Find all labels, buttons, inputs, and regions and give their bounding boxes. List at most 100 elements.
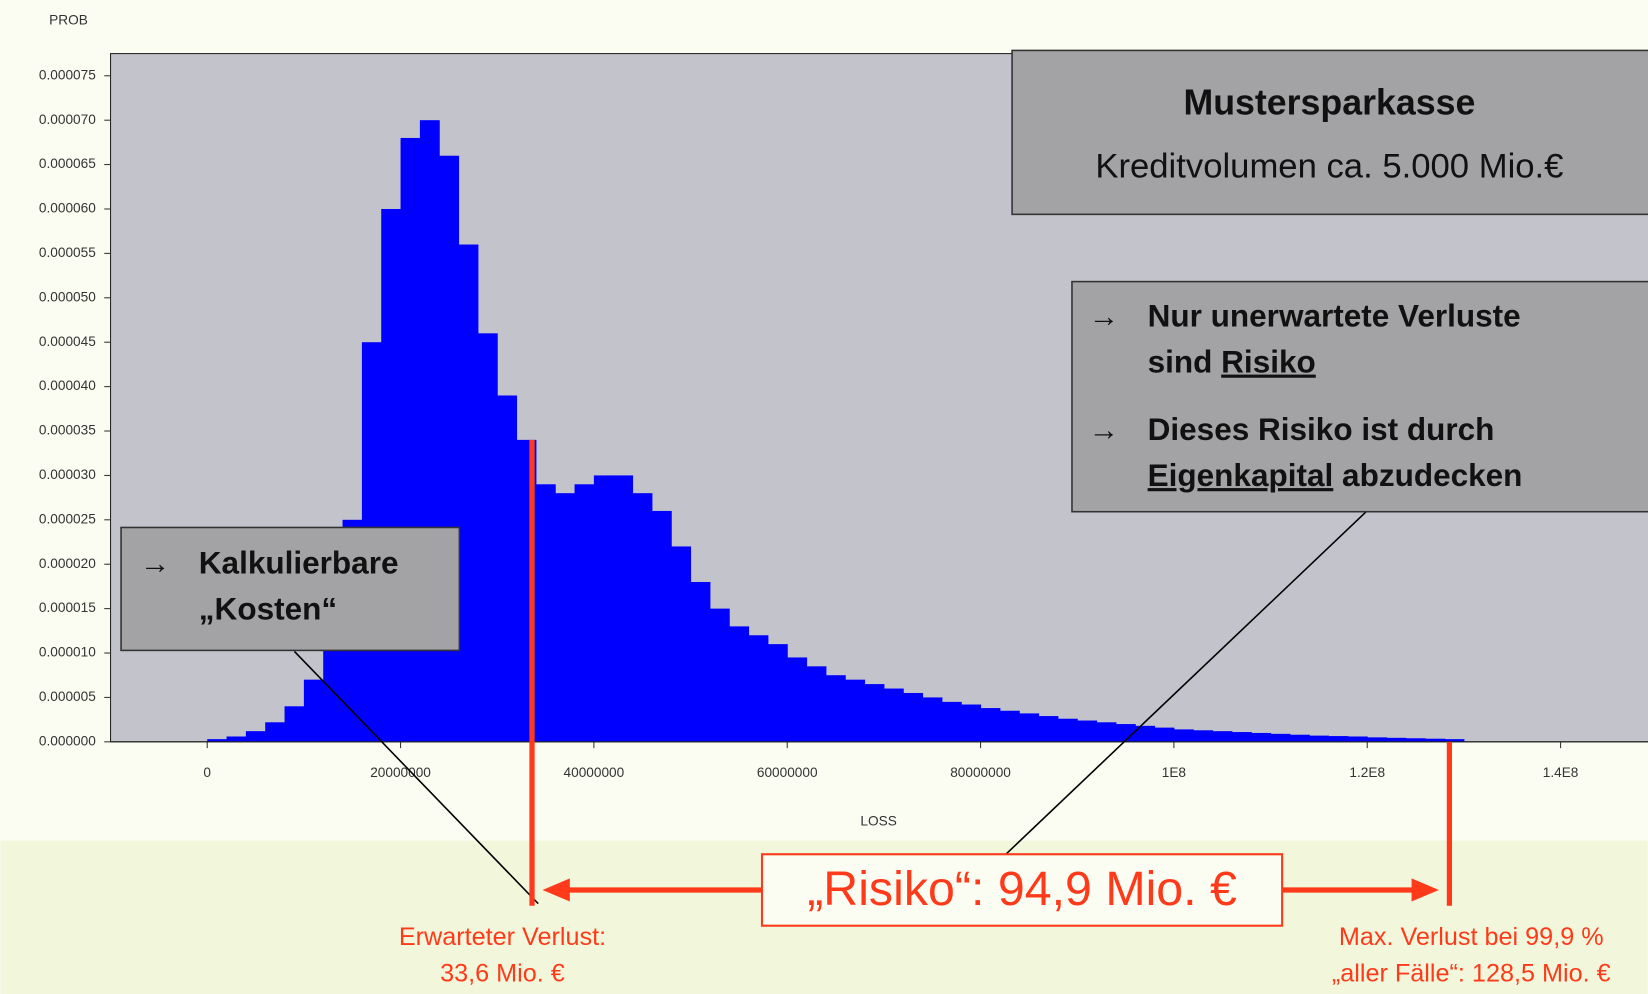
bar [729, 626, 750, 742]
bar [883, 688, 904, 742]
connector [1003, 511, 1367, 857]
bullet-marker: → [140, 546, 170, 580]
bar [1038, 716, 1059, 742]
bar [941, 701, 962, 742]
bar [1077, 720, 1098, 742]
y-tick-label: 0.000015 [39, 600, 96, 615]
bar [574, 484, 595, 742]
bar [1115, 724, 1136, 742]
x-tick-label: 1E8 [1162, 765, 1186, 780]
y-tick-label: 0.000070 [39, 112, 96, 127]
bar [593, 475, 614, 742]
arrow-head [542, 878, 570, 902]
note-line: Eigenkapital abzudecken [1148, 457, 1523, 493]
bar [1328, 736, 1349, 742]
marker-label: „aller Fälle“: 128,5 Mio. € [1332, 960, 1611, 988]
bar [458, 244, 479, 742]
bar [497, 395, 518, 742]
note-text: sind [1148, 344, 1222, 380]
connector [293, 650, 539, 905]
y-tick-label: 0.000060 [39, 201, 96, 216]
bar [1019, 713, 1040, 742]
bar [1386, 737, 1407, 742]
risk-label: „Risiko“: 94,9 Mio. € [807, 862, 1237, 916]
bar [477, 333, 498, 742]
bar [555, 493, 576, 742]
marker-label: Erwarteter Verlust: [399, 923, 606, 951]
bar [806, 666, 827, 742]
bar [1367, 737, 1388, 742]
y-tick-label: 0.000030 [39, 467, 96, 482]
bar [1154, 727, 1175, 742]
info-title: Mustersparkasse [1183, 83, 1475, 123]
bar [903, 692, 924, 742]
bar [709, 608, 730, 742]
bar [265, 722, 286, 742]
note-box [1011, 49, 1648, 216]
bar [980, 708, 1001, 742]
y-tick-label: 0.000055 [39, 245, 96, 260]
bar [323, 626, 344, 742]
note-line: „Kosten“ [199, 591, 337, 627]
y-tick-label: 0.000020 [39, 556, 96, 571]
note-box [1071, 280, 1648, 513]
y-tick-label: 0.000075 [39, 67, 96, 82]
bar [1096, 722, 1117, 742]
marker-label: 33,6 Mio. € [440, 960, 565, 988]
x-tick-label: 1.4E8 [1543, 765, 1579, 780]
bar [1347, 736, 1368, 742]
bar [671, 546, 692, 742]
bar [690, 581, 711, 742]
note-text: Eigenkapital [1148, 457, 1334, 493]
bar [632, 493, 653, 742]
y-tick-label: 0.000000 [39, 733, 96, 748]
x-axis-label: LOSS [860, 813, 896, 828]
bar [961, 704, 982, 742]
bar [1405, 738, 1426, 742]
bar [1173, 729, 1194, 742]
y-tick-label: 0.000010 [39, 645, 96, 660]
note-box [120, 526, 461, 652]
y-tick-label: 0.000035 [39, 423, 96, 438]
note-text: Dieses Risiko ist durch [1148, 411, 1495, 447]
bar [226, 736, 247, 742]
bar [303, 679, 324, 742]
bar [1270, 733, 1291, 742]
bar [1193, 730, 1214, 742]
bullet-marker: → [1089, 299, 1119, 333]
bar [922, 697, 943, 742]
bar [1057, 718, 1078, 742]
x-tick-label: 40000000 [564, 765, 625, 780]
marker-label: Max. Verlust bei 99,9 % [1339, 923, 1604, 951]
y-tick-label: 0.000050 [39, 289, 96, 304]
note-text: „Kosten“ [199, 591, 337, 627]
y-tick-label: 0.000065 [39, 156, 96, 171]
note-text: Nur unerwartete Verluste [1148, 298, 1521, 334]
bar [1251, 732, 1272, 742]
note-line: Kalkulierbare [199, 545, 399, 581]
note-line: Dieses Risiko ist durch [1148, 411, 1495, 447]
y-tick-label: 0.000045 [39, 334, 96, 349]
bar [400, 137, 421, 742]
bar [1212, 731, 1233, 742]
bar [284, 706, 305, 742]
note-text: abzudecken [1333, 457, 1522, 493]
bar [1444, 739, 1465, 742]
x-tick-label: 80000000 [950, 765, 1011, 780]
bar [613, 475, 634, 742]
note-text: Kalkulierbare [199, 545, 399, 581]
x-tick-label: 20000000 [370, 765, 431, 780]
bar [999, 710, 1020, 742]
y-tick-label: 0.000005 [39, 689, 96, 704]
x-tick-label: 1.2E8 [1349, 765, 1385, 780]
bar [1135, 725, 1156, 742]
arrow-head [1411, 878, 1439, 902]
note-line: sind Risiko [1148, 344, 1316, 380]
bar [439, 155, 460, 742]
bar [535, 484, 556, 742]
bar [1289, 734, 1310, 742]
bar [864, 684, 885, 742]
bar [651, 510, 672, 742]
x-tick-label: 60000000 [757, 765, 818, 780]
